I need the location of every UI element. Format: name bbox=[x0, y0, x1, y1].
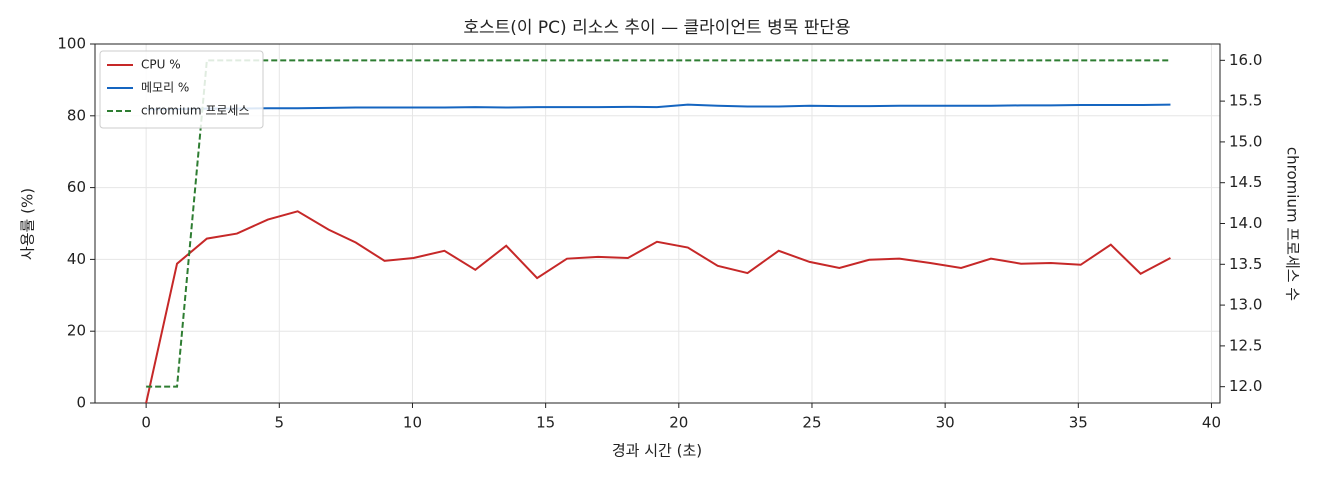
y2-tick-label: 13.0 bbox=[1229, 296, 1262, 314]
y-tick-label: 0 bbox=[76, 394, 86, 412]
x-tick-label: 10 bbox=[403, 414, 422, 432]
series-line bbox=[146, 103, 1171, 111]
legend-label: CPU % bbox=[141, 58, 181, 72]
y2-tick-label: 15.0 bbox=[1229, 132, 1262, 150]
legend-label: chromium 프로세스 bbox=[141, 104, 250, 118]
x-tick-label: 20 bbox=[669, 414, 688, 432]
legend-label: 메모리 % bbox=[141, 81, 189, 95]
y2-axis-label: chromium 프로세스 수 bbox=[1284, 147, 1302, 301]
legend: CPU % 메모리 % chromium 프로세스 bbox=[99, 50, 264, 129]
y2-tick-label: 14.5 bbox=[1229, 173, 1262, 191]
legend-box bbox=[99, 50, 264, 129]
y2-tick-label: 15.5 bbox=[1229, 92, 1262, 110]
y2-tick-label: 13.5 bbox=[1229, 255, 1262, 273]
x-tick-label: 25 bbox=[802, 414, 821, 432]
y-tick-label: 20 bbox=[67, 322, 86, 340]
x-tick-label: 15 bbox=[536, 414, 555, 432]
y2-tick-label: 12.5 bbox=[1229, 336, 1262, 354]
y-axis-label: 사용률 (%) bbox=[19, 188, 37, 260]
series-line bbox=[146, 59, 1171, 388]
y-tick-label: 60 bbox=[67, 178, 86, 196]
plot-frame bbox=[94, 43, 1221, 404]
x-tick-label: 5 bbox=[275, 414, 285, 432]
x-axis-label: 경과 시간 (초) bbox=[612, 442, 702, 460]
x-tick-label: 30 bbox=[936, 414, 955, 432]
y-tick-label: 80 bbox=[67, 106, 86, 124]
y-tick-label: 40 bbox=[67, 250, 86, 268]
y-tick-label: 100 bbox=[57, 35, 86, 53]
y2-tick-label: 14.0 bbox=[1229, 214, 1262, 232]
chart-title: 호스트(이 PC) 리소스 추이 — 클라이언트 병목 판단용 bbox=[463, 18, 850, 38]
x-tick-label: 40 bbox=[1202, 414, 1221, 432]
y2-tick-label: 12.0 bbox=[1229, 377, 1262, 395]
y2-tick-label: 16.0 bbox=[1229, 51, 1262, 69]
series-line bbox=[145, 210, 1171, 404]
x-tick-label: 0 bbox=[141, 414, 151, 432]
x-tick-label: 35 bbox=[1069, 414, 1088, 432]
